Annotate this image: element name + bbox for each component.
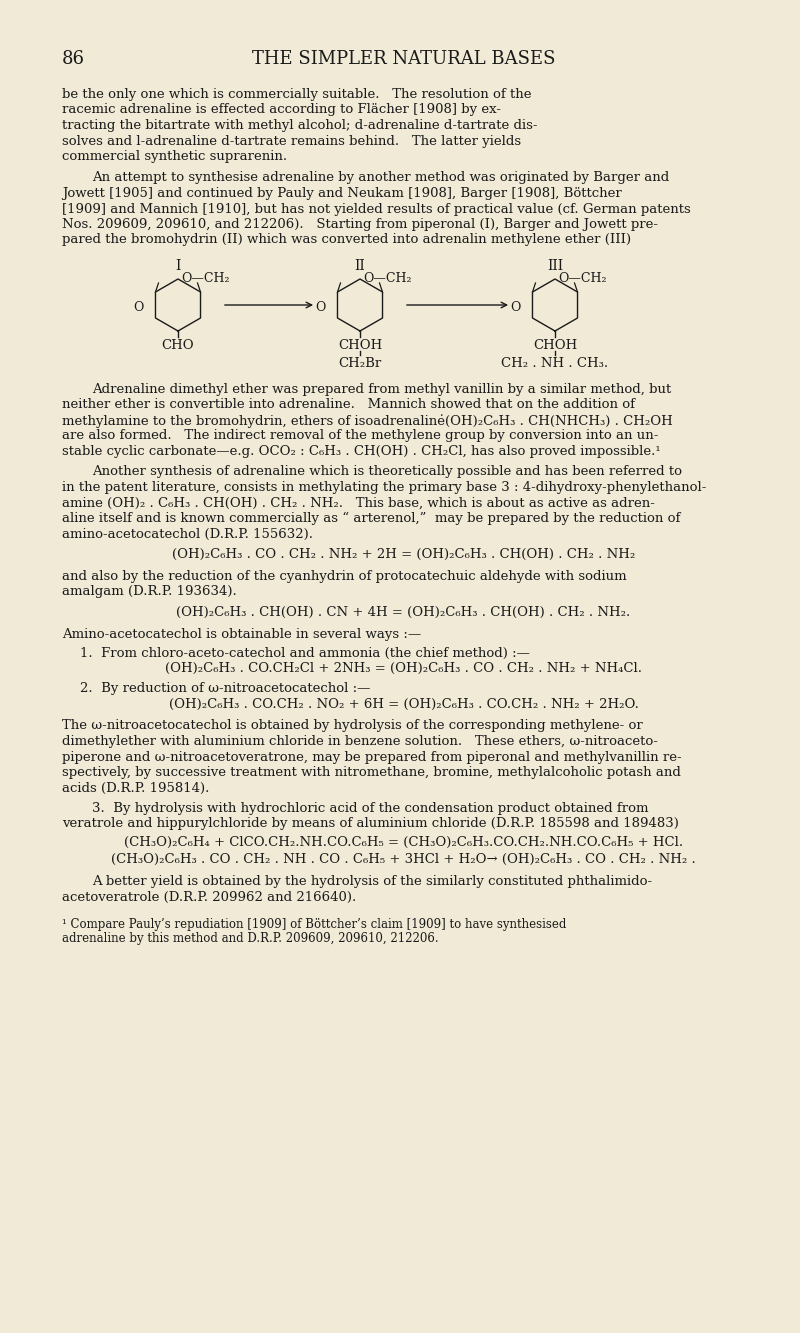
Text: piperone and ω-nitroacetoveratrone, may be prepared from piperonal and methylvan: piperone and ω-nitroacetoveratrone, may …	[62, 750, 682, 764]
Text: amine (OH)₂ . C₆H₃ . CH(OH) . CH₂ . NH₂.   This base, which is about as active a: amine (OH)₂ . C₆H₃ . CH(OH) . CH₂ . NH₂.…	[62, 496, 655, 509]
Text: II: II	[354, 259, 366, 273]
Text: stable cyclic carbonate—e.g. OCO₂ : C₆H₃ . CH(OH) . CH₂Cl, has also proved impos: stable cyclic carbonate—e.g. OCO₂ : C₆H₃…	[62, 445, 661, 459]
Text: CHOH: CHOH	[533, 339, 577, 352]
Text: ¹ Compare Pauly’s repudiation [1909] of Böttcher’s claim [1909] to have synthesi: ¹ Compare Pauly’s repudiation [1909] of …	[62, 918, 566, 930]
Text: Nos. 209609, 209610, and 212206).   Starting from piperonal (I), Barger and Jowe: Nos. 209609, 209610, and 212206). Starti…	[62, 219, 658, 231]
Text: An attempt to synthesise adrenaline by another method was originated by Barger a: An attempt to synthesise adrenaline by a…	[92, 172, 670, 184]
Text: O—CH₂: O—CH₂	[363, 272, 411, 285]
Text: O: O	[510, 301, 521, 315]
Text: adrenaline by this method and D.R.P. 209609, 209610, 212206.: adrenaline by this method and D.R.P. 209…	[62, 932, 438, 945]
Text: 2.  By reduction of ω-nitroacetocatechol :—: 2. By reduction of ω-nitroacetocatechol …	[80, 682, 370, 694]
Text: Another synthesis of adrenaline which is theoretically possible and has been ref: Another synthesis of adrenaline which is…	[92, 465, 682, 479]
Text: methylamine to the bromohydrin, ethers of isoadrenalinė(OH)₂C₆H₃ . CH(NHCH₃) . : methylamine to the bromohydrin, ethers o…	[62, 415, 673, 428]
Text: (OH)₂C₆H₃ . CO . CH₂ . NH₂ + 2H = (OH)₂C₆H₃ . CH(OH) . CH₂ . NH₂: (OH)₂C₆H₃ . CO . CH₂ . NH₂ + 2H = (OH)₂C…	[172, 548, 635, 561]
Text: amino-acetocatechol (D.R.P. 155632).: amino-acetocatechol (D.R.P. 155632).	[62, 528, 313, 540]
Text: Jowett [1905] and continued by Pauly and Neukam [1908], Barger [1908], Böttcher: Jowett [1905] and continued by Pauly and…	[62, 187, 622, 200]
Text: and also by the reduction of the cyanhydrin of protocatechuic aldehyde with sodi: and also by the reduction of the cyanhyd…	[62, 571, 626, 583]
Text: spectively, by successive treatment with nitromethane, bromine, methylalcoholic : spectively, by successive treatment with…	[62, 766, 681, 778]
Text: acetoveratrole (D.R.P. 209962 and 216640).: acetoveratrole (D.R.P. 209962 and 216640…	[62, 890, 356, 904]
Text: CH₂ . NH . CH₃.: CH₂ . NH . CH₃.	[502, 357, 609, 371]
Text: 86: 86	[62, 51, 85, 68]
Text: (OH)₂C₆H₃ . CH(OH) . CN + 4H = (OH)₂C₆H₃ . CH(OH) . CH₂ . NH₂.: (OH)₂C₆H₃ . CH(OH) . CN + 4H = (OH)₂C₆H₃…	[176, 607, 630, 619]
Text: commercial synthetic suprarenin.: commercial synthetic suprarenin.	[62, 151, 287, 163]
Text: O—CH₂: O—CH₂	[558, 272, 606, 285]
Text: THE SIMPLER NATURAL BASES: THE SIMPLER NATURAL BASES	[252, 51, 555, 68]
Text: 3.  By hydrolysis with hydrochloric acid of the condensation product obtained fr: 3. By hydrolysis with hydrochloric acid …	[92, 802, 649, 814]
Text: III: III	[547, 259, 563, 273]
Text: in the patent literature, consists in methylating the primary base 3 : 4-dihydro: in the patent literature, consists in me…	[62, 481, 706, 495]
Text: Adrenaline dimethyl ether was prepared from methyl vanillin by a similar method,: Adrenaline dimethyl ether was prepared f…	[92, 383, 671, 396]
Text: solves and l-adrenaline d-tartrate remains behind.   The latter yields: solves and l-adrenaline d-tartrate remai…	[62, 135, 521, 148]
Text: I: I	[175, 259, 181, 273]
Text: aline itself and is known commercially as “ arterenol,”  may be prepared by the : aline itself and is known commercially a…	[62, 512, 680, 525]
Text: be the only one which is commercially suitable.   The resolution of the: be the only one which is commercially su…	[62, 88, 531, 101]
Text: CH₂Br: CH₂Br	[338, 357, 382, 371]
Text: acids (D.R.P. 195814).: acids (D.R.P. 195814).	[62, 781, 210, 794]
Text: neither ether is convertible into adrenaline.   Mannich showed that on the addit: neither ether is convertible into adrena…	[62, 399, 635, 412]
Text: Amino-acetocatechol is obtainable in several ways :—: Amino-acetocatechol is obtainable in sev…	[62, 628, 421, 641]
Text: veratrole and hippurylchloride by means of aluminium chloride (D.R.P. 185598 and: veratrole and hippurylchloride by means …	[62, 817, 679, 830]
Text: dimethylether with aluminium chloride in benzene solution.   These ethers, ω-nit: dimethylether with aluminium chloride in…	[62, 734, 658, 748]
Text: A better yield is obtained by the hydrolysis of the similarly constituted phthal: A better yield is obtained by the hydrol…	[92, 874, 652, 888]
Text: pared the bromohydrin (II) which was converted into adrenalin methylene ether (I: pared the bromohydrin (II) which was con…	[62, 233, 631, 247]
Text: O: O	[134, 301, 144, 315]
Text: racemic adrenaline is effected according to Flächer [1908] by ex-: racemic adrenaline is effected according…	[62, 104, 501, 116]
Text: The ω-nitroacetocatechol is obtained by hydrolysis of the corresponding methylen: The ω-nitroacetocatechol is obtained by …	[62, 720, 642, 733]
Text: (CH₃O)₂C₆H₃ . CO . CH₂ . NH . CO . C₆H₅ + 3HCl + H₂O→ (OH)₂C₆H₃ . CO . CH₂ . NH₂: (CH₃O)₂C₆H₃ . CO . CH₂ . NH . CO . C₆H₅ …	[111, 853, 696, 866]
Text: O—CH₂: O—CH₂	[181, 272, 230, 285]
Text: (OH)₂C₆H₃ . CO.CH₂ . NO₂ + 6H = (OH)₂C₆H₃ . CO.CH₂ . NH₂ + 2H₂O.: (OH)₂C₆H₃ . CO.CH₂ . NO₂ + 6H = (OH)₂C₆H…	[169, 697, 638, 710]
Text: tracting the bitartrate with methyl alcohol; d-adrenaline d-tartrate dis-: tracting the bitartrate with methyl alco…	[62, 119, 538, 132]
Text: amalgam (D.R.P. 193634).: amalgam (D.R.P. 193634).	[62, 585, 237, 599]
Text: [1909] and Mannich [1910], but has not yielded results of practical value (cf. G: [1909] and Mannich [1910], but has not y…	[62, 203, 690, 216]
Text: CHOH: CHOH	[338, 339, 382, 352]
Text: are also formed.   The indirect removal of the methylene group by conversion int: are also formed. The indirect removal of…	[62, 429, 658, 443]
Text: (OH)₂C₆H₃ . CO.CH₂Cl + 2NH₃ = (OH)₂C₆H₃ . CO . CH₂ . NH₂ + NH₄Cl.: (OH)₂C₆H₃ . CO.CH₂Cl + 2NH₃ = (OH)₂C₆H₃ …	[165, 663, 642, 674]
Text: O: O	[316, 301, 326, 315]
Text: 1.  From chloro-aceto-catechol and ammonia (the chief method) :—: 1. From chloro-aceto-catechol and ammoni…	[80, 647, 530, 660]
Text: (CH₃O)₂C₆H₄ + ClCO.CH₂.NH.CO.C₆H₅ = (CH₃O)₂C₆H₃.CO.CH₂.NH.CO.C₆H₅ + HCl.: (CH₃O)₂C₆H₄ + ClCO.CH₂.NH.CO.C₆H₅ = (CH₃…	[124, 836, 683, 849]
Text: CHO: CHO	[162, 339, 194, 352]
